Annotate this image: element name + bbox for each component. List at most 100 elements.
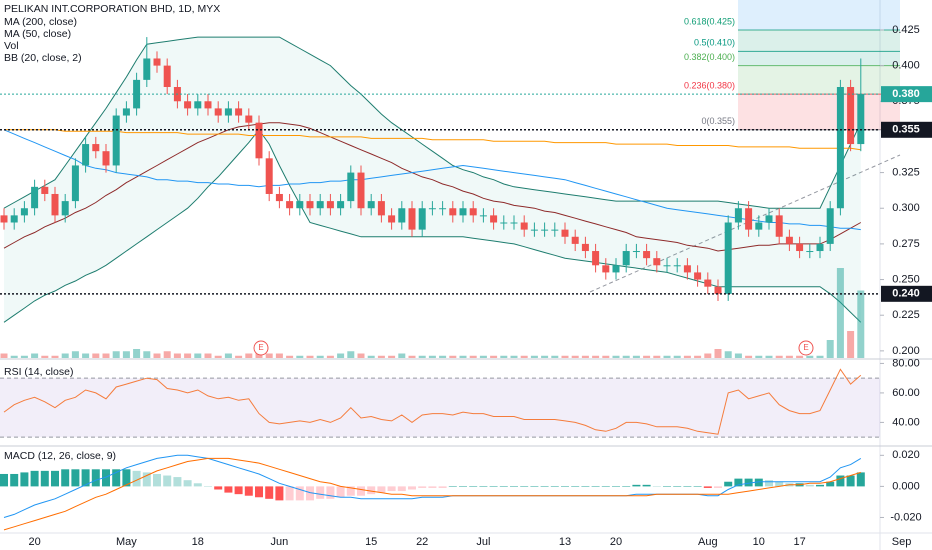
volume-bar bbox=[530, 355, 538, 358]
volume-bar bbox=[847, 331, 855, 358]
macd-hist-bar bbox=[448, 486, 457, 487]
volume-bar bbox=[184, 353, 192, 358]
volume-bar bbox=[755, 355, 763, 358]
candle-body bbox=[214, 108, 222, 116]
volume-bar bbox=[479, 355, 487, 358]
volume-bar bbox=[20, 355, 28, 358]
candle-body bbox=[714, 286, 722, 294]
macd-hist-bar bbox=[336, 486, 345, 498]
macd-hist-bar bbox=[479, 486, 488, 487]
candle-body bbox=[194, 101, 202, 109]
price-box bbox=[881, 285, 932, 302]
volume-bar bbox=[653, 355, 661, 358]
volume-bar bbox=[337, 353, 345, 358]
y-tick-label: 0.200 bbox=[892, 345, 920, 357]
candle-body bbox=[265, 158, 273, 194]
y-tick-label: 80.00 bbox=[892, 357, 920, 369]
y-tick-label: 0.250 bbox=[892, 273, 920, 285]
volume-bar bbox=[275, 353, 283, 358]
macd-hist-bar bbox=[428, 486, 437, 488]
volume-bar bbox=[377, 355, 385, 358]
signal-line bbox=[3, 457, 861, 531]
x-tick-label: Jul bbox=[476, 536, 490, 548]
price-box bbox=[881, 121, 932, 138]
volume-bar bbox=[836, 268, 844, 358]
macd-hist-bar bbox=[561, 486, 569, 487]
volume-bar bbox=[428, 355, 436, 358]
candle-body bbox=[826, 208, 834, 244]
candle-body bbox=[102, 151, 110, 166]
macd-hist-bar bbox=[326, 486, 335, 499]
volume-bar bbox=[632, 355, 640, 358]
macd-line bbox=[3, 454, 862, 518]
chart-title: PELIKAN INT.CORPORATION BHD, 1D, MYX bbox=[4, 3, 220, 15]
macd-hist-bar bbox=[591, 486, 600, 487]
price-box-label: 0.240 bbox=[892, 288, 920, 300]
macd-hist-bar bbox=[499, 486, 508, 487]
candle-body bbox=[806, 251, 814, 253]
volume-bar bbox=[173, 353, 181, 358]
candle-body bbox=[755, 222, 763, 230]
macd-hist-bar bbox=[275, 486, 284, 501]
macd-hist-bar bbox=[612, 486, 620, 487]
volume-bar bbox=[775, 355, 783, 358]
macd-hist-bar bbox=[204, 486, 212, 487]
macd-hist-bar bbox=[295, 486, 304, 501]
volume-bar bbox=[224, 353, 232, 358]
x-tick-label: Jun bbox=[271, 536, 289, 548]
volume-bar bbox=[163, 351, 171, 358]
volume-bar bbox=[439, 355, 447, 358]
y-tick-label: -0.020 bbox=[890, 511, 921, 523]
candle-body bbox=[286, 201, 294, 209]
candle-body bbox=[398, 208, 406, 223]
x-tick-label: 13 bbox=[559, 536, 571, 548]
price-box-label: 0.355 bbox=[892, 124, 920, 136]
macd-hist-bar bbox=[214, 486, 223, 490]
candle-body bbox=[41, 186, 49, 194]
candle-body bbox=[490, 215, 498, 223]
macd-hist-bar bbox=[173, 477, 182, 487]
macd-hist-bar bbox=[775, 481, 784, 487]
volume-bar bbox=[51, 355, 59, 358]
candle-body bbox=[61, 201, 69, 216]
macd-hist-bar bbox=[346, 486, 355, 496]
macd-hist-bar bbox=[387, 486, 396, 492]
volume-bar bbox=[541, 355, 549, 358]
volume-bar bbox=[826, 340, 834, 358]
candle-body bbox=[663, 265, 671, 267]
fib-zone bbox=[738, 94, 900, 130]
volume-bar bbox=[500, 355, 508, 358]
volume-bar bbox=[214, 355, 222, 358]
macd-hist-bar bbox=[20, 472, 29, 487]
y-tick-label: 0.400 bbox=[892, 60, 920, 72]
macd-hist-bar bbox=[397, 486, 406, 492]
y-tick-label: 60.00 bbox=[892, 387, 920, 399]
volume-bar bbox=[490, 355, 498, 358]
candle-body bbox=[745, 208, 753, 230]
volume-bar bbox=[683, 355, 691, 358]
macd-hist-bar bbox=[153, 473, 161, 487]
x-tick-label: 15 bbox=[365, 536, 377, 548]
volume-bar bbox=[286, 355, 294, 358]
volume-bar bbox=[398, 353, 406, 358]
candle-body bbox=[316, 201, 324, 209]
macd-hist-bar bbox=[367, 486, 376, 495]
candle-body bbox=[571, 236, 579, 244]
macd-hist-bar bbox=[724, 481, 733, 487]
y-tick-label: 0.000 bbox=[892, 480, 920, 492]
candle-body bbox=[581, 243, 589, 252]
macd-hist-bar bbox=[571, 486, 580, 487]
volume-bar bbox=[306, 355, 314, 358]
candle-body bbox=[775, 215, 783, 237]
legend-entry: Vol bbox=[4, 40, 19, 52]
macd-hist-bar bbox=[112, 469, 121, 487]
candle-body bbox=[500, 222, 508, 224]
macd-hist-bar bbox=[71, 469, 80, 487]
candle-body bbox=[459, 208, 467, 216]
macd-hist-bar bbox=[10, 473, 19, 487]
candle-body bbox=[683, 265, 691, 273]
macd-hist-bar bbox=[408, 486, 416, 490]
price-box bbox=[881, 86, 932, 103]
candle-body bbox=[245, 115, 253, 123]
